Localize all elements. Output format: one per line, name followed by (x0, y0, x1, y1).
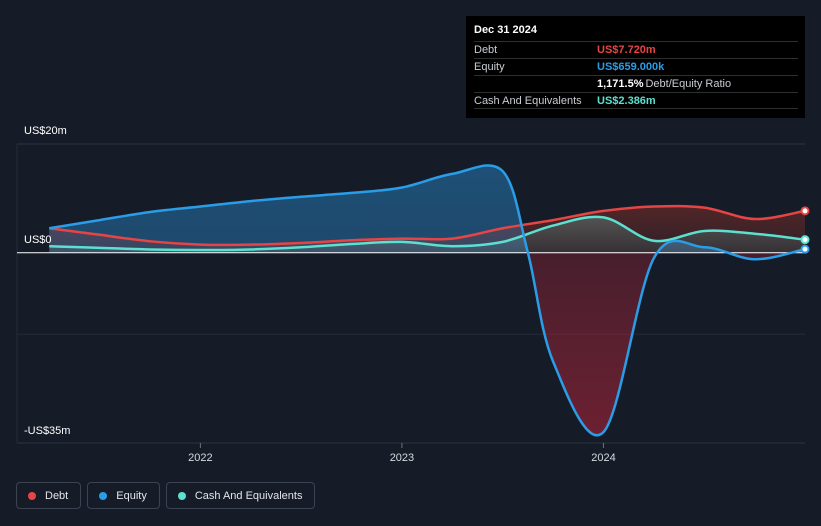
y-axis-label-top: US$20m (24, 125, 67, 137)
legend-dot-icon (177, 491, 186, 500)
data-tooltip: Dec 31 2024 Debt US$7.720m Equity US$659… (466, 16, 805, 118)
tooltip-label: Debt (474, 44, 498, 56)
tooltip-row-debt: Debt US$7.720m (474, 41, 798, 58)
tooltip-value-debt: US$7.720m (597, 44, 656, 56)
tooltip-value-ratio: 1,171.5% (597, 78, 644, 90)
x-tick-label: 2023 (390, 452, 414, 464)
x-tick-label: 2024 (591, 452, 615, 464)
tooltip-row-ratio: 1,171.5% Debt/Equity Ratio (474, 75, 798, 92)
legend-dot-icon (28, 491, 36, 500)
debt-line (49, 204, 806, 247)
legend-item-cash[interactable]: Cash And Equivalents (165, 482, 316, 509)
tooltip-date: Dec 31 2024 (474, 24, 537, 36)
tooltip-row-cash: Cash And Equivalents US$2.386m (474, 92, 798, 109)
legend-label: Cash And Equivalents (194, 489, 303, 502)
tooltip-value-cash: US$2.386m (597, 95, 656, 107)
legend-dot-icon (99, 491, 108, 500)
tooltip-label: Cash And Equivalents (474, 95, 582, 107)
y-axis-label-bottom: -US$35m (24, 425, 71, 437)
tooltip-ratio: 1,171.5% Debt/Equity Ratio (597, 78, 731, 90)
legend-label: Debt (45, 489, 69, 502)
cash-area (49, 216, 805, 253)
tooltip-row-equity: Equity US$659.000k (474, 58, 798, 75)
debt-end-marker (800, 206, 810, 216)
cash-end-marker (800, 235, 810, 245)
legend-label: Equity (116, 489, 147, 502)
tooltip-value-equity: US$659.000k (597, 61, 665, 73)
equity-end-marker (800, 244, 810, 254)
legend-item-debt[interactable]: Debt (16, 482, 82, 509)
equity-area-negative (527, 252, 792, 436)
y-axis-label-zero: US$0 (24, 234, 52, 246)
equity-area-positive (49, 165, 805, 253)
legend-item-equity[interactable]: Equity (87, 482, 160, 509)
cash-line (49, 215, 806, 252)
equity-line (49, 164, 806, 437)
x-tick-label: 2022 (188, 452, 212, 464)
tooltip-ratio-label: Debt/Equity Ratio (645, 78, 732, 90)
tooltip-label: Equity (474, 61, 505, 73)
chart-legend: Debt Equity Cash And Equivalents (16, 482, 316, 509)
